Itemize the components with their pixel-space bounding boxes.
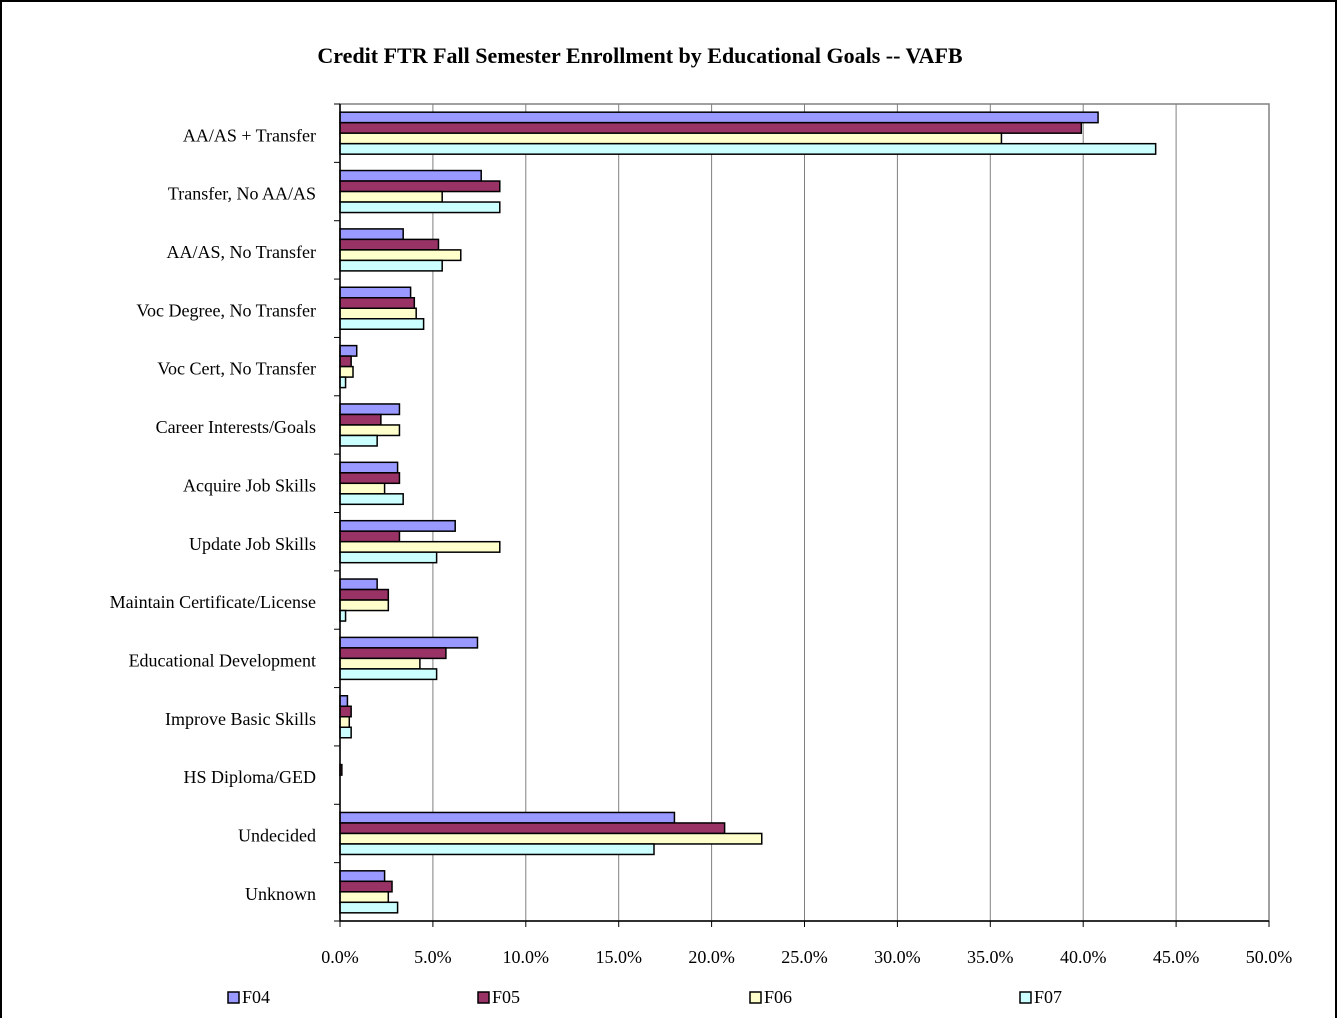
x-tick-label: 20.0%: [688, 947, 735, 967]
bar: [339, 599, 390, 612]
bar: [339, 413, 382, 426]
legend-swatch: [749, 991, 762, 1004]
bar: [339, 121, 1083, 134]
x-tick-label: 40.0%: [1060, 947, 1107, 967]
bar: [339, 588, 390, 601]
bar: [339, 132, 1003, 145]
bar: [339, 695, 349, 707]
bar: [339, 551, 438, 564]
bar: [339, 716, 351, 728]
bar: [339, 355, 352, 368]
y-tick-label: AA/AS + Transfer: [183, 125, 316, 145]
legend-label: F07: [1034, 987, 1062, 1007]
x-tick-label: 15.0%: [595, 947, 642, 967]
y-tick-label: Voc Degree, No Transfer: [136, 300, 316, 320]
bar: [339, 403, 401, 416]
x-tick-label: 10.0%: [503, 947, 550, 967]
bar: [339, 249, 462, 262]
bar: [339, 540, 501, 553]
bar: [339, 647, 447, 660]
bar: [339, 111, 1099, 124]
bar: [339, 344, 358, 357]
bar: [339, 238, 440, 251]
bar: [339, 891, 390, 904]
x-tick-label: 0.0%: [321, 947, 359, 967]
bar: [339, 636, 479, 649]
bar: [339, 609, 347, 622]
bar: [339, 286, 412, 299]
y-tick-label: Unknown: [245, 884, 316, 904]
bar: [339, 297, 416, 309]
bar: [339, 726, 352, 739]
legend-label: F06: [764, 987, 792, 1007]
y-tick-label: Maintain Certificate/License: [110, 592, 316, 612]
bar: [339, 811, 676, 824]
y-tick-label: Voc Cert, No Transfer: [157, 359, 316, 379]
y-tick-label: Improve Basic Skills: [165, 709, 316, 729]
y-tick-label: AA/AS, No Transfer: [166, 242, 316, 262]
bar: [339, 434, 378, 447]
y-tick-label: Update Job Skills: [189, 534, 316, 554]
legend-label: F05: [492, 987, 520, 1007]
bar: [339, 259, 443, 272]
x-tick-label: 25.0%: [781, 947, 828, 967]
bar: [339, 307, 417, 320]
bar: [339, 482, 386, 495]
bar: [339, 190, 443, 203]
y-tick-label: Educational Development: [129, 651, 316, 671]
x-tick-label: 45.0%: [1153, 947, 1200, 967]
bar: [339, 493, 404, 506]
y-tick-label: Undecided: [238, 826, 316, 846]
bar: [339, 142, 1157, 155]
y-tick-label: Acquire Job Skills: [183, 475, 316, 495]
y-tick-label: Transfer, No AA/AS: [168, 184, 316, 204]
bar: [339, 901, 399, 914]
bar: [339, 376, 347, 389]
legend-label: F04: [242, 987, 270, 1007]
bar: [339, 843, 655, 856]
legend-swatch: [227, 991, 240, 1004]
bar: [339, 228, 404, 241]
bar: [339, 870, 386, 883]
bar: [339, 180, 501, 193]
bar: [339, 365, 354, 378]
bar: [339, 668, 438, 681]
chart-title: Credit FTR Fall Semester Enrollment by E…: [317, 43, 962, 68]
bar: [339, 530, 401, 543]
bar: [339, 705, 352, 718]
bar: [339, 318, 425, 330]
bar: [339, 201, 501, 214]
bar: [339, 424, 401, 437]
x-tick-label: 35.0%: [967, 947, 1014, 967]
bar: [339, 169, 482, 182]
bar: [339, 519, 456, 532]
bar: [339, 461, 399, 474]
bar: [339, 822, 726, 835]
legend-swatch: [477, 991, 490, 1004]
x-tick-label: 30.0%: [874, 947, 921, 967]
bar: [339, 880, 393, 893]
bar: [339, 578, 378, 591]
y-tick-label: Career Interests/Goals: [156, 417, 316, 437]
x-tick-label: 50.0%: [1246, 947, 1293, 967]
bar: [339, 657, 421, 670]
legend-swatch: [1019, 991, 1032, 1004]
bar: [339, 832, 763, 845]
y-tick-label: HS Diploma/GED: [184, 767, 317, 787]
bar: [339, 472, 401, 485]
x-tick-label: 5.0%: [414, 947, 452, 967]
